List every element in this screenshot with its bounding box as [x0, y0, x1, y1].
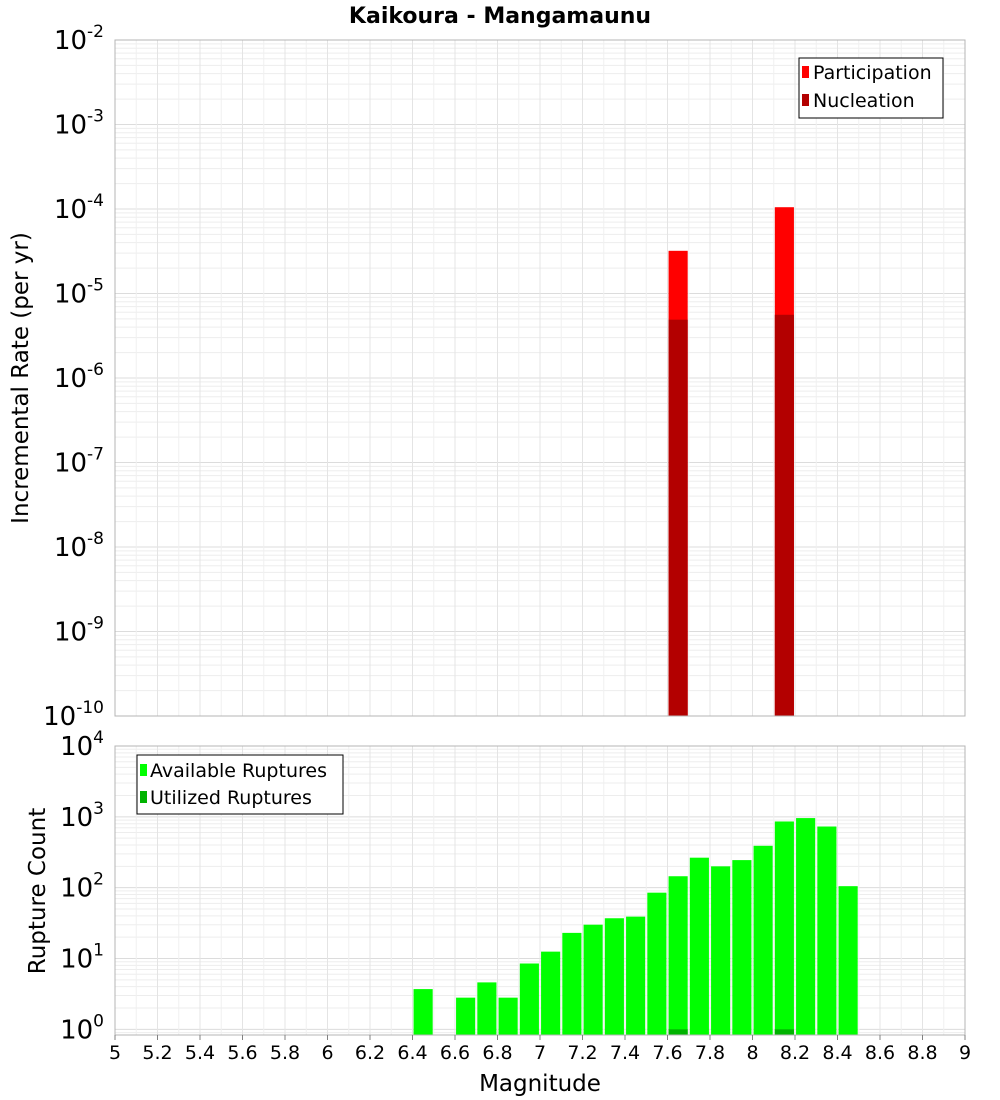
- bar-available-ruptures: [732, 860, 752, 1035]
- legend-swatch-available: [140, 764, 147, 776]
- x-tick-label: 8.6: [865, 1042, 895, 1064]
- rate-y-axis-label: Incremental Rate (per yr): [8, 232, 34, 524]
- bar-available-ruptures: [604, 918, 624, 1035]
- y-tick-label: 10-5: [54, 276, 104, 310]
- bar-available-ruptures: [668, 876, 688, 1035]
- x-axis-label: Magnitude: [479, 1071, 601, 1097]
- count-legend: Available Ruptures Utilized Ruptures: [136, 754, 344, 815]
- bar-available-ruptures: [626, 916, 646, 1035]
- count-panel: 100 101 102 103 104 5 5.2 5.4 5.6 5.8 6 6.2 6.4 6.6 6…: [25, 728, 971, 1097]
- count-y-ticks: 100 101 102 103 104: [60, 728, 104, 1045]
- count-y-axis-label: Rupture Count: [25, 808, 51, 974]
- bar-available-ruptures: [541, 951, 561, 1035]
- legend-label-nucleation: Nucleation: [813, 90, 915, 112]
- y-tick-label: 10-4: [54, 191, 104, 225]
- bar-overlay-utilized-ruptures: [774, 1029, 794, 1035]
- rate-bars: [668, 207, 794, 716]
- bar-overlay-utilized-ruptures: [668, 1029, 688, 1035]
- magnitude-x-ticks: 5 5.2 5.4 5.6 5.8 6 6.2 6.4 6.6 6.8 7 7.2 7.4 7.6 7.8 8…: [109, 1035, 971, 1064]
- x-tick-label: 8.4: [822, 1042, 852, 1064]
- bar-overlay-nucleation: [774, 314, 794, 716]
- bar-available-ruptures: [753, 845, 773, 1035]
- legend-swatch-utilized: [140, 791, 147, 803]
- y-tick-label: 10-10: [43, 698, 104, 732]
- x-tick-label: 8.2: [780, 1042, 810, 1064]
- x-tick-label: 7.2: [567, 1042, 597, 1064]
- x-tick-label: 5.8: [270, 1042, 300, 1064]
- y-tick-label: 103: [60, 799, 104, 833]
- x-tick-label: 8: [746, 1042, 758, 1064]
- x-tick-label: 6: [321, 1042, 333, 1064]
- legend-swatch-nucleation: [802, 94, 809, 106]
- y-tick-label: 101: [60, 941, 104, 975]
- x-tick-label: 5: [109, 1042, 121, 1064]
- bar-available-ruptures: [647, 892, 667, 1035]
- y-tick-label: 10-8: [54, 529, 104, 563]
- x-tick-label: 7: [534, 1042, 546, 1064]
- rate-panel: 10-2 10-3 10-4 10-5 10-6 10-7 10-8 10-9 10-10 In…: [8, 22, 966, 732]
- x-tick-label: 5.2: [142, 1042, 172, 1064]
- bar-available-ruptures: [774, 821, 794, 1035]
- bar-available-ruptures: [583, 924, 603, 1035]
- y-tick-label: 10-9: [54, 614, 104, 648]
- legend-label-participation: Participation: [813, 62, 932, 84]
- chart-title: Kaikoura - Mangamaunu: [349, 4, 651, 29]
- bar-overlay-nucleation: [668, 319, 688, 716]
- rate-legend-box: [798, 57, 944, 119]
- legend-swatch-participation: [802, 66, 809, 78]
- count-bars: [413, 818, 858, 1035]
- x-tick-label: 5.6: [227, 1042, 257, 1064]
- y-tick-label: 10-3: [54, 107, 104, 141]
- bar-available-ruptures: [711, 866, 731, 1035]
- bar-available-ruptures: [838, 886, 858, 1035]
- x-tick-label: 7.4: [610, 1042, 640, 1064]
- bar-available-ruptures: [477, 982, 497, 1035]
- x-tick-label: 5.4: [185, 1042, 215, 1064]
- x-tick-label: 9: [959, 1042, 971, 1064]
- y-tick-label: 102: [60, 870, 104, 904]
- y-tick-label: 100: [60, 1011, 104, 1045]
- y-tick-label: 10-2: [54, 22, 104, 56]
- legend-label-available: Available Ruptures: [150, 760, 327, 782]
- legend-label-utilized: Utilized Ruptures: [150, 787, 312, 809]
- y-tick-label: 10-7: [54, 445, 104, 479]
- x-tick-label: 7.8: [695, 1042, 725, 1064]
- bar-available-ruptures: [413, 989, 433, 1035]
- bar-available-ruptures: [498, 997, 518, 1035]
- rate-y-ticks: 10-2 10-3 10-4 10-5 10-6 10-7 10-8 10-9 10-10: [43, 22, 104, 732]
- bar-available-ruptures: [796, 818, 816, 1035]
- x-tick-label: 6.6: [440, 1042, 470, 1064]
- bar-available-ruptures: [456, 997, 476, 1035]
- x-tick-label: 8.8: [907, 1042, 937, 1064]
- bar-available-ruptures: [817, 826, 837, 1035]
- rate-plot-frame: [114, 39, 966, 717]
- y-tick-label: 10-6: [54, 360, 104, 394]
- y-tick-label: 104: [60, 728, 104, 762]
- rate-gridlines: [114, 40, 966, 717]
- x-tick-label: 7.6: [652, 1042, 682, 1064]
- x-tick-label: 6.8: [482, 1042, 512, 1064]
- x-tick-label: 6.2: [355, 1042, 385, 1064]
- x-tick-label: 6.4: [397, 1042, 427, 1064]
- bar-available-ruptures: [562, 932, 582, 1035]
- bar-available-ruptures: [689, 857, 709, 1035]
- bar-available-ruptures: [519, 963, 539, 1035]
- rate-legend: Participation Nucleation: [798, 57, 944, 119]
- count-legend-box: [136, 754, 344, 815]
